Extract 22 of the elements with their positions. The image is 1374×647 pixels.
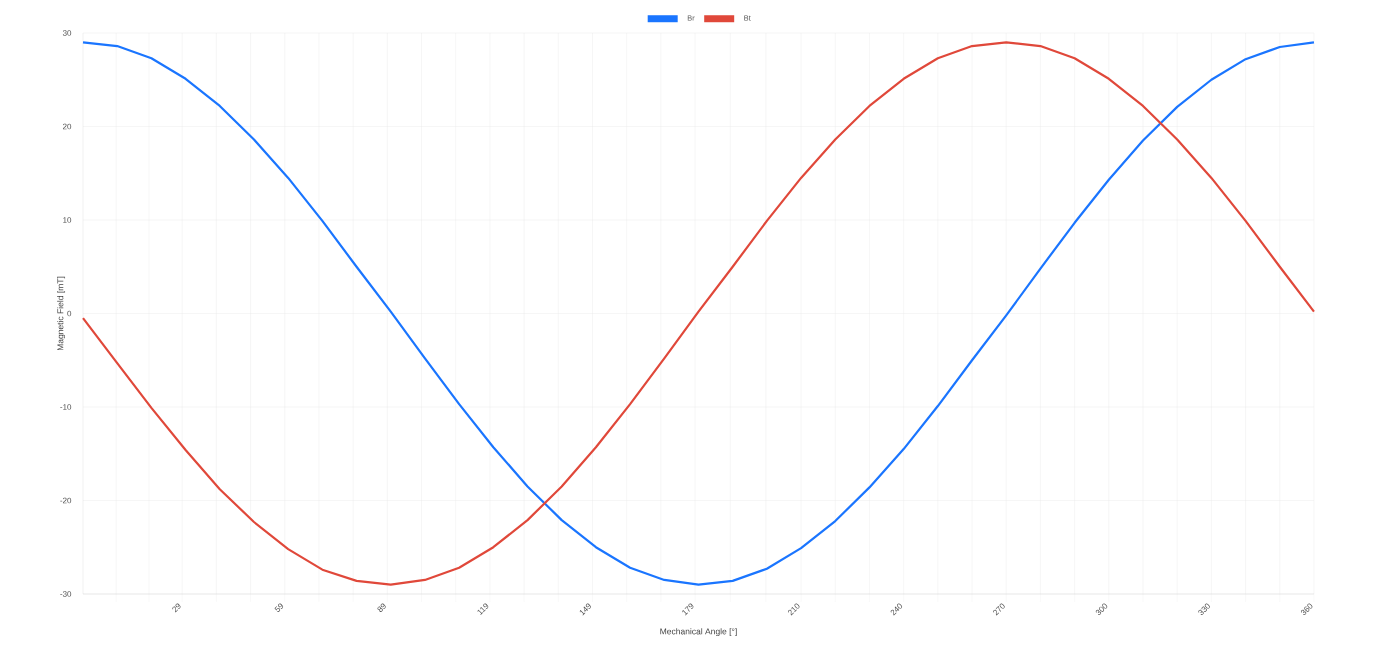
x-axis-title: Mechanical Angle [°] xyxy=(660,628,737,637)
x-tick-label: 270 xyxy=(993,603,1005,616)
x-tick-label: 179 xyxy=(682,603,694,616)
y-tick-label: -20 xyxy=(60,497,72,504)
x-tick-label: 360 xyxy=(1300,603,1313,616)
x-tick-label: 240 xyxy=(890,603,903,616)
y-axis-title: Magnetic Field [mT] xyxy=(57,276,66,351)
x-tick-label: 59 xyxy=(274,603,284,612)
x-tick-label: 29 xyxy=(172,603,181,613)
y-tick-label: -10 xyxy=(60,404,72,410)
x-tick-label: 210 xyxy=(788,603,800,616)
y-tick-label: 30 xyxy=(62,30,72,36)
y-tick-label: -30 xyxy=(60,591,72,597)
y-tick-label: 0 xyxy=(67,310,72,317)
y-tick-label: 10 xyxy=(63,217,72,223)
x-tick-label: 330 xyxy=(1198,603,1210,616)
line-series xyxy=(81,41,1316,586)
x-tick-label: 300 xyxy=(1095,603,1108,616)
x-tick-label: 149 xyxy=(579,603,591,616)
x-tick-label: 119 xyxy=(477,603,489,616)
x-tick-label: 89 xyxy=(377,603,386,612)
y-tick-label: 20 xyxy=(62,123,72,130)
